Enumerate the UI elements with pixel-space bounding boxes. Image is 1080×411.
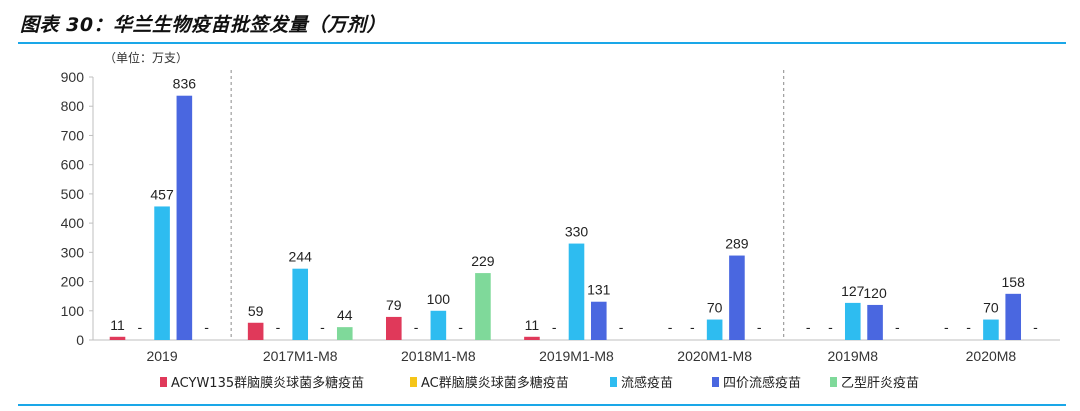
data-label: 457 xyxy=(150,186,174,202)
bottom-divider xyxy=(18,404,1066,406)
data-label: 229 xyxy=(471,253,495,269)
legend-label: 流感疫苗 xyxy=(621,375,673,391)
bar xyxy=(1005,293,1022,340)
missing-value-label: - xyxy=(1033,319,1038,335)
y-tick-label: 100 xyxy=(61,303,85,319)
legend-swatch xyxy=(610,377,617,387)
data-label: 158 xyxy=(1002,274,1026,290)
missing-value-label: - xyxy=(276,319,281,335)
missing-value-label: - xyxy=(806,319,811,335)
x-category-label: 2020M8 xyxy=(966,348,1017,364)
title-divider xyxy=(18,42,1066,44)
bar xyxy=(844,302,861,340)
missing-value-label: - xyxy=(204,319,209,335)
missing-value-label: - xyxy=(895,319,900,335)
legend-swatch xyxy=(160,377,167,387)
data-label: 120 xyxy=(863,285,887,301)
missing-value-label: - xyxy=(690,319,695,335)
x-category-label: 2018M1-M8 xyxy=(401,348,476,364)
missing-value-label: - xyxy=(320,319,325,335)
bar xyxy=(867,304,883,340)
missing-value-label: - xyxy=(137,319,142,335)
data-label: 131 xyxy=(587,282,611,298)
x-category-label: 2020M1-M8 xyxy=(677,348,752,364)
y-tick-label: 0 xyxy=(76,332,84,348)
y-tick-label: 200 xyxy=(61,274,85,290)
bar xyxy=(336,327,353,340)
y-tick-label: 600 xyxy=(61,157,85,173)
bar xyxy=(475,273,491,340)
bar xyxy=(109,336,126,340)
data-label: 127 xyxy=(841,283,865,299)
data-label: 59 xyxy=(248,303,264,319)
x-category-label: 2017M1-M8 xyxy=(263,348,338,364)
bar xyxy=(430,310,447,340)
unit-label: （单位：万支） xyxy=(104,50,188,65)
legend-label: 四价流感疫苗 xyxy=(723,375,801,391)
y-tick-label: 300 xyxy=(61,244,85,260)
missing-value-label: - xyxy=(668,319,673,335)
legend-swatch xyxy=(410,377,417,387)
bar xyxy=(176,95,193,340)
missing-value-label: - xyxy=(944,319,949,335)
y-tick-label: 500 xyxy=(61,186,85,202)
missing-value-label: - xyxy=(966,319,971,335)
x-category-label: 2019M8 xyxy=(827,348,878,364)
bar xyxy=(729,255,745,340)
x-category-label: 2019M1-M8 xyxy=(539,348,614,364)
data-label: 11 xyxy=(525,317,540,333)
bar xyxy=(983,319,999,340)
x-category-label: 2019 xyxy=(146,348,177,364)
y-tick-label: 700 xyxy=(61,127,85,143)
bar xyxy=(706,319,723,340)
missing-value-label: - xyxy=(414,319,419,335)
bar xyxy=(247,322,264,340)
legend-swatch xyxy=(712,377,719,387)
bar xyxy=(568,243,585,340)
bar xyxy=(524,336,540,340)
bar xyxy=(154,206,170,340)
data-label: 836 xyxy=(173,76,197,92)
bar xyxy=(590,301,607,340)
legend-swatch xyxy=(830,377,837,387)
chart-title: 图表 30：华兰生物疫苗批签发量（万剂） xyxy=(20,14,387,36)
data-label: 289 xyxy=(725,236,749,252)
y-tick-label: 400 xyxy=(61,215,85,231)
data-label: 79 xyxy=(386,297,402,313)
legend-label: AC群脑膜炎球菌多糖疫苗 xyxy=(421,375,569,391)
y-tick-label: 900 xyxy=(61,69,85,85)
missing-value-label: - xyxy=(828,319,833,335)
data-label: 244 xyxy=(289,249,313,265)
y-tick-label: 800 xyxy=(61,98,85,114)
missing-value-label: - xyxy=(619,319,624,335)
data-label: 70 xyxy=(707,300,723,316)
bar xyxy=(292,268,309,340)
bar xyxy=(385,316,402,340)
missing-value-label: - xyxy=(552,319,557,335)
title-bar: 图表 30：华兰生物疫苗批签发量（万剂） xyxy=(0,0,1080,44)
data-label: 11 xyxy=(110,317,125,333)
legend-label: 乙型肝炎疫苗 xyxy=(841,375,919,391)
data-label: 44 xyxy=(337,307,353,323)
missing-value-label: - xyxy=(757,319,762,335)
legend-label: ACYW135群脑膜炎球菌多糖疫苗 xyxy=(171,375,364,391)
data-label: 330 xyxy=(565,224,589,240)
data-label: 100 xyxy=(427,291,451,307)
data-label: 70 xyxy=(983,300,999,316)
missing-value-label: - xyxy=(458,319,463,335)
